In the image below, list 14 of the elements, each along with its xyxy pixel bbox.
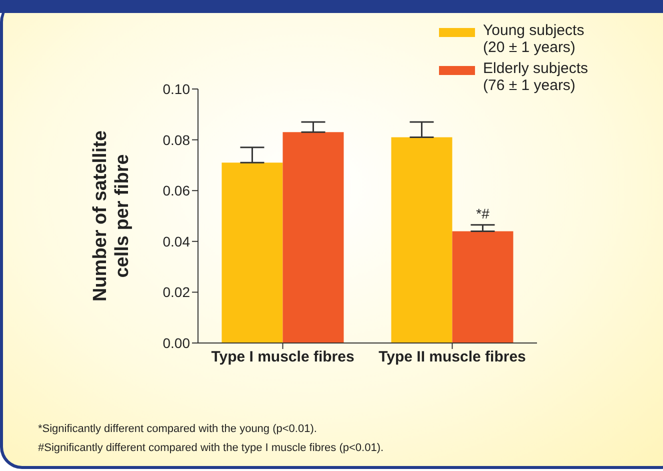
legend-label: Young subjects (20 ± 1 years) <box>483 22 586 56</box>
y-tick-label: 0.10 <box>162 80 190 97</box>
y-axis-title: Number of satellite cells per fibre <box>90 129 134 304</box>
x-tick-label: Type II muscle fibres <box>378 348 526 366</box>
y-tick-label: 0.06 <box>162 182 190 199</box>
y-tick-label: 0.02 <box>162 284 190 300</box>
y-tick-label: 0.04 <box>162 233 190 250</box>
x-tick-label: Type I muscle fibres <box>211 348 354 366</box>
annotation: *# <box>476 206 490 222</box>
text: #Significantly different compared with the type I muscle fibres (p<0.01). <box>38 441 384 456</box>
text: *Significantly different compared with the young (p<0.01). <box>38 422 318 437</box>
y-tick-label: 0.00 <box>162 334 190 351</box>
legend-label: Elderly subjects (76 ± 1 years) <box>483 60 590 94</box>
y-tick-label: 0.08 <box>162 132 190 148</box>
